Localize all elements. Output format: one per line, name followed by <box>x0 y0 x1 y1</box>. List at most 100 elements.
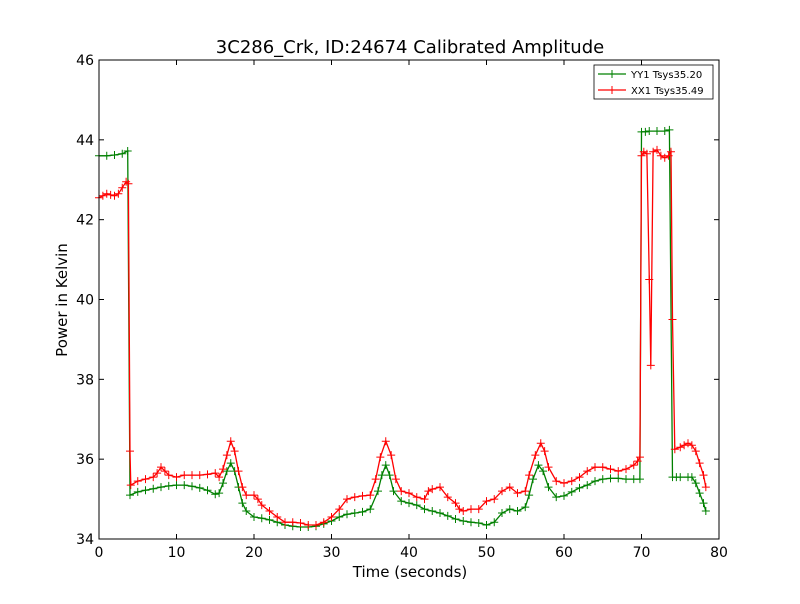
series-1-point-97 <box>653 145 661 154</box>
series-1-point-22 <box>203 470 212 479</box>
series-1-point-54 <box>397 487 406 496</box>
series-0-point-41 <box>374 487 382 496</box>
series-0-point-38 <box>350 509 359 518</box>
series-0-point-84 <box>660 127 669 136</box>
series-1-point-13 <box>149 473 158 482</box>
series-1-point-42 <box>319 518 328 527</box>
series-0-point-46 <box>397 497 406 506</box>
series-1-point-27 <box>226 437 235 446</box>
series-0-point-10 <box>164 481 173 490</box>
series-0-point-5 <box>126 491 134 500</box>
series-1-point-12 <box>141 475 150 484</box>
series-1-point-88 <box>629 461 638 470</box>
series-1-point-71 <box>513 489 522 498</box>
series-0-point-91 <box>691 479 700 488</box>
series-0-point-70 <box>567 487 576 496</box>
x-tick-label-8: 80 <box>710 545 728 561</box>
series-1-point-9 <box>126 447 134 456</box>
series-0-point-45 <box>389 487 398 496</box>
series-0-point-59 <box>498 509 506 518</box>
series-1-point-70 <box>505 483 514 492</box>
series-0-point-47 <box>405 499 413 508</box>
series-1-point-111 <box>701 483 710 492</box>
series-0-point-13 <box>188 482 196 491</box>
y-axis-label: Power in Kelvin <box>53 243 71 357</box>
series-1-point-87 <box>622 465 630 474</box>
series-1-point-81 <box>575 473 584 482</box>
series-1-point-16 <box>160 467 169 476</box>
series-1-point-37 <box>281 518 289 527</box>
series-1-point-14 <box>153 469 162 478</box>
x-axis-label: Time (seconds) <box>352 563 468 581</box>
series-1-point-73 <box>525 471 534 480</box>
y-tick-label-5: 44 <box>76 133 94 149</box>
x-tick-label-7: 70 <box>633 545 651 561</box>
series-1-point-108 <box>691 447 700 456</box>
legend: YY1 Tsys35.20 XX1 Tsys35.49 <box>593 64 714 100</box>
series-1-point-59 <box>428 485 437 494</box>
series-0-point-81 <box>641 127 650 136</box>
y-tick-label-1: 36 <box>76 452 94 468</box>
series-1-point-77 <box>544 463 553 472</box>
series-0-point-15 <box>203 486 212 495</box>
series-1-point-10 <box>126 481 135 490</box>
series-0-point-43 <box>381 461 390 470</box>
series-0-point-51 <box>436 509 444 518</box>
series-0-point-25 <box>250 513 258 522</box>
series-0-point-77 <box>622 475 630 484</box>
x-tick-label-2: 20 <box>245 545 263 561</box>
series-0-point-61 <box>513 507 522 516</box>
series-0-point-2 <box>110 151 119 160</box>
legend-frame <box>593 64 714 100</box>
series-0-point-20 <box>226 459 235 468</box>
series-1-point-72 <box>521 487 530 496</box>
series-1-point-44 <box>335 505 344 514</box>
series-0-point-57 <box>482 521 491 530</box>
series-1-point-30 <box>238 483 247 492</box>
series-0-point-8 <box>149 484 158 493</box>
series-1-point-75 <box>536 439 545 448</box>
series-0-point-12 <box>180 481 189 490</box>
series-1-point-78 <box>552 477 561 486</box>
series-1-point-40 <box>304 521 313 530</box>
series-1-point-32 <box>250 491 258 500</box>
series-0-point-85 <box>665 125 674 134</box>
series-0-point-69 <box>560 491 568 500</box>
series-0-point-11 <box>172 481 181 490</box>
series-1-point-99 <box>660 153 669 162</box>
x-tick-label-5: 50 <box>478 545 496 561</box>
series-0-point-27 <box>265 515 274 524</box>
series-0-point-18 <box>219 479 227 488</box>
series-1-point-94 <box>645 275 654 284</box>
series-1-point-80 <box>567 477 576 486</box>
series-0-point-50 <box>428 507 437 516</box>
series-0-point-62 <box>521 503 530 512</box>
series-1-point-48 <box>366 491 375 500</box>
series-0-point-23 <box>238 499 247 508</box>
series-1-point-61 <box>443 493 452 502</box>
series-0-point-14 <box>195 483 204 492</box>
series-0-point-40 <box>366 505 375 514</box>
series-0-point-58 <box>490 518 499 527</box>
series-0-point-44 <box>385 471 394 480</box>
series-1-point-20 <box>188 471 196 480</box>
series-1-point-31 <box>242 491 251 500</box>
series-1-point-49 <box>371 475 380 484</box>
series-1-point-50 <box>376 453 385 462</box>
series-0-point-17 <box>215 489 224 498</box>
series-0-point-66 <box>539 467 548 476</box>
series-1-point-67 <box>482 497 491 506</box>
series-0-point-88 <box>676 473 685 482</box>
legend-label-xx1: XX1 Tsys35.49 <box>631 86 704 97</box>
series-1-point-64 <box>459 507 468 516</box>
series-1-point-58 <box>424 487 433 496</box>
series-1-point-83 <box>591 463 599 472</box>
series-1-point-17 <box>164 471 173 480</box>
y-tick-label-6: 46 <box>76 53 94 69</box>
series-1-point-109 <box>695 459 704 468</box>
series-1-point-35 <box>265 507 274 516</box>
series-0-point-63 <box>525 491 534 500</box>
series-1-point-82 <box>583 467 592 476</box>
legend-marker-1 <box>608 86 616 94</box>
series-0-point-55 <box>467 518 475 527</box>
